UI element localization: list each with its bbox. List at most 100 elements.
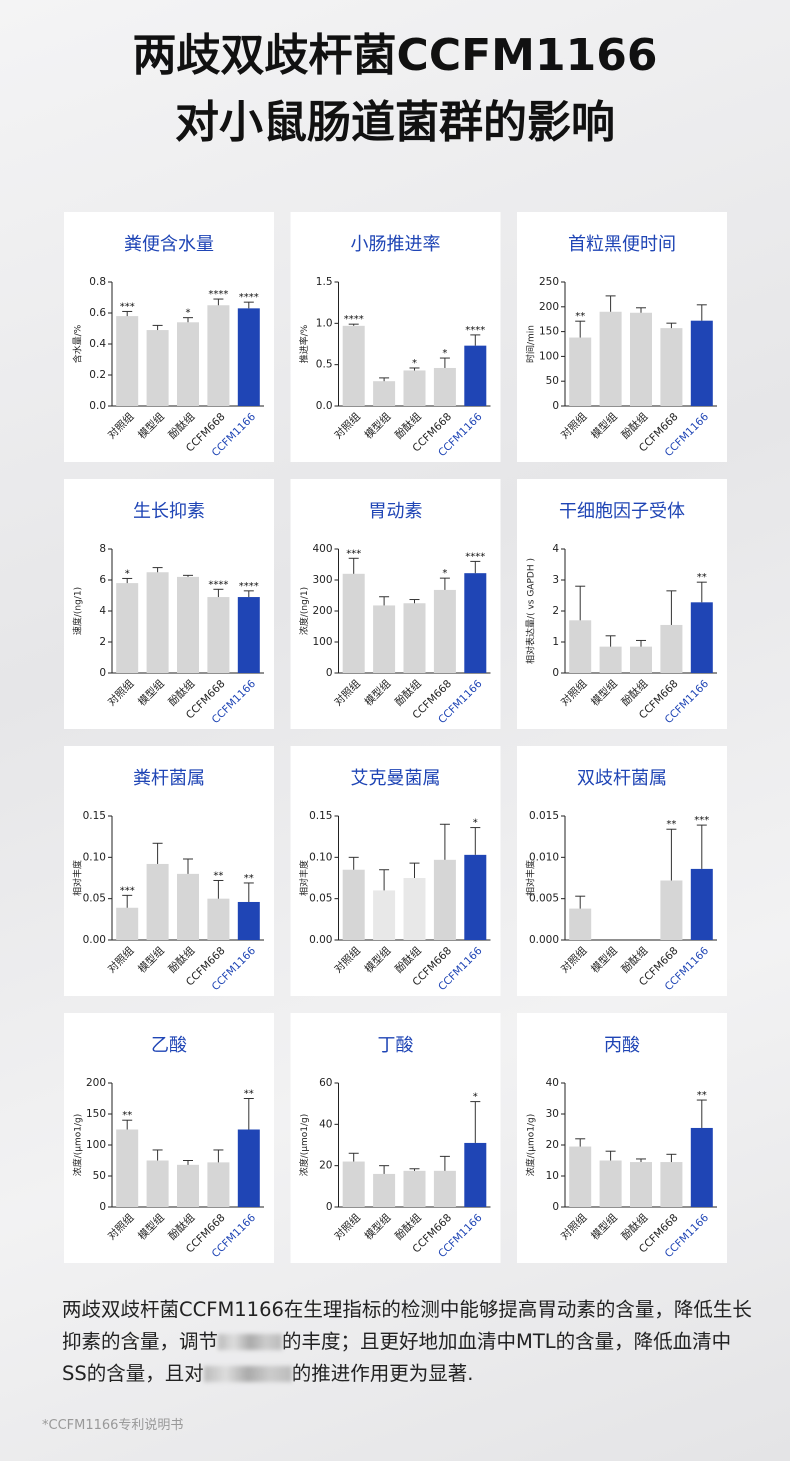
error-bar <box>575 585 586 621</box>
significance: * <box>186 308 191 319</box>
chart-title: 生长抑素 <box>133 501 205 522</box>
y-tick-label: 0.000 <box>529 934 559 946</box>
y-tick-label: 0.5 <box>316 359 333 371</box>
significance: * <box>412 358 417 369</box>
y-tick-label: 100 <box>312 636 332 648</box>
chart-title: 干细胞因子受体 <box>559 501 685 522</box>
y-tick-label: 0.015 <box>529 810 559 822</box>
bar <box>237 308 260 406</box>
error-bar <box>243 1098 254 1130</box>
y-tick-label: 200 <box>86 1077 106 1089</box>
chart-title: 胃动素 <box>369 501 423 522</box>
significance: ** <box>244 873 254 884</box>
bar <box>116 907 139 940</box>
y-axis-label: 浓度/(ng/1) <box>298 587 310 635</box>
y-tick-label: 40 <box>319 1118 332 1130</box>
significance: **** <box>465 551 485 562</box>
text: 两歧双歧杆菌CCFM1166在生理指标的检测中能够提高胃动素的含量，降低生长抑素… <box>62 1298 752 1353</box>
error-bar <box>183 858 193 874</box>
bar <box>433 859 456 940</box>
error-bar <box>379 596 390 606</box>
y-tick-label: 0 <box>552 1201 559 1213</box>
error-bar <box>575 320 586 338</box>
y-tick-label: 0 <box>99 667 106 679</box>
significance: ** <box>666 819 676 830</box>
y-tick-label: 150 <box>539 326 559 338</box>
error-bar <box>183 1160 193 1165</box>
bar <box>116 316 139 406</box>
bar <box>464 854 487 940</box>
y-tick-label: 0.0 <box>316 400 333 412</box>
error-bar <box>213 1149 224 1163</box>
error-bar <box>152 1149 163 1161</box>
y-axis-label: 浓度/(μmo1/g) <box>525 1114 537 1177</box>
bar <box>569 337 592 406</box>
significance: *** <box>120 301 135 312</box>
chart-title: 双歧杆菌属 <box>577 768 667 789</box>
bar <box>177 1164 199 1207</box>
y-axis-label: 浓度/(μmo1/g) <box>298 1114 310 1177</box>
error-bar <box>183 574 193 577</box>
error-bar <box>348 323 359 326</box>
bar <box>464 573 487 673</box>
error-bar <box>696 581 707 603</box>
bar <box>630 312 652 406</box>
error-bar <box>666 322 677 329</box>
error-bar <box>243 301 254 309</box>
bar <box>599 646 622 673</box>
y-tick-label: 0.8 <box>89 276 106 288</box>
y-tick-label: 200 <box>539 301 559 313</box>
y-tick-label: 0.05 <box>309 893 332 905</box>
bar <box>373 381 396 406</box>
bar <box>207 1162 230 1207</box>
bar <box>690 320 713 406</box>
y-axis-label: 含水量/% <box>72 324 84 363</box>
error-bar <box>666 828 677 881</box>
error-bar <box>696 1099 707 1128</box>
significance: * <box>473 1092 478 1103</box>
significance: **** <box>239 292 259 303</box>
error-bar <box>409 367 420 371</box>
significance: **** <box>208 579 228 590</box>
error-bar <box>122 1119 133 1130</box>
bar <box>690 1127 713 1207</box>
error-bar <box>213 588 224 598</box>
y-tick-label: 0.6 <box>89 307 106 319</box>
description: 两歧双歧杆菌CCFM1166在生理指标的检测中能够提高胃动素的含量，降低生长抑素… <box>62 1294 752 1390</box>
error-bar <box>666 1153 677 1163</box>
error-bar <box>379 377 390 382</box>
error-bar <box>696 304 707 321</box>
significance: * <box>473 818 478 829</box>
y-axis-label: 推进率/% <box>298 324 310 363</box>
y-tick-label: 100 <box>539 350 559 362</box>
chart-title: 丁酸 <box>378 1035 414 1056</box>
y-tick-label: 0.10 <box>309 851 332 863</box>
error-bar <box>213 298 224 306</box>
error-bar <box>666 590 677 625</box>
bar <box>403 878 426 940</box>
chart-title: 乙酸 <box>151 1035 187 1056</box>
y-tick-label: 3 <box>552 574 559 586</box>
error-bar <box>605 295 616 312</box>
y-tick-label: 250 <box>539 276 559 288</box>
error-bar <box>243 882 254 902</box>
error-bar <box>605 1150 616 1161</box>
error-bar <box>152 842 163 864</box>
y-tick-label: 0.05 <box>83 893 106 905</box>
error-bar <box>696 824 707 869</box>
error-bar <box>348 856 359 870</box>
bar <box>433 589 456 673</box>
bar <box>207 305 230 406</box>
significance: ** <box>697 1090 707 1101</box>
error-bar <box>409 1168 420 1171</box>
panel-bg <box>290 1013 501 1263</box>
significance: ** <box>122 1110 132 1121</box>
significance: **** <box>239 581 259 592</box>
bar <box>660 624 683 673</box>
